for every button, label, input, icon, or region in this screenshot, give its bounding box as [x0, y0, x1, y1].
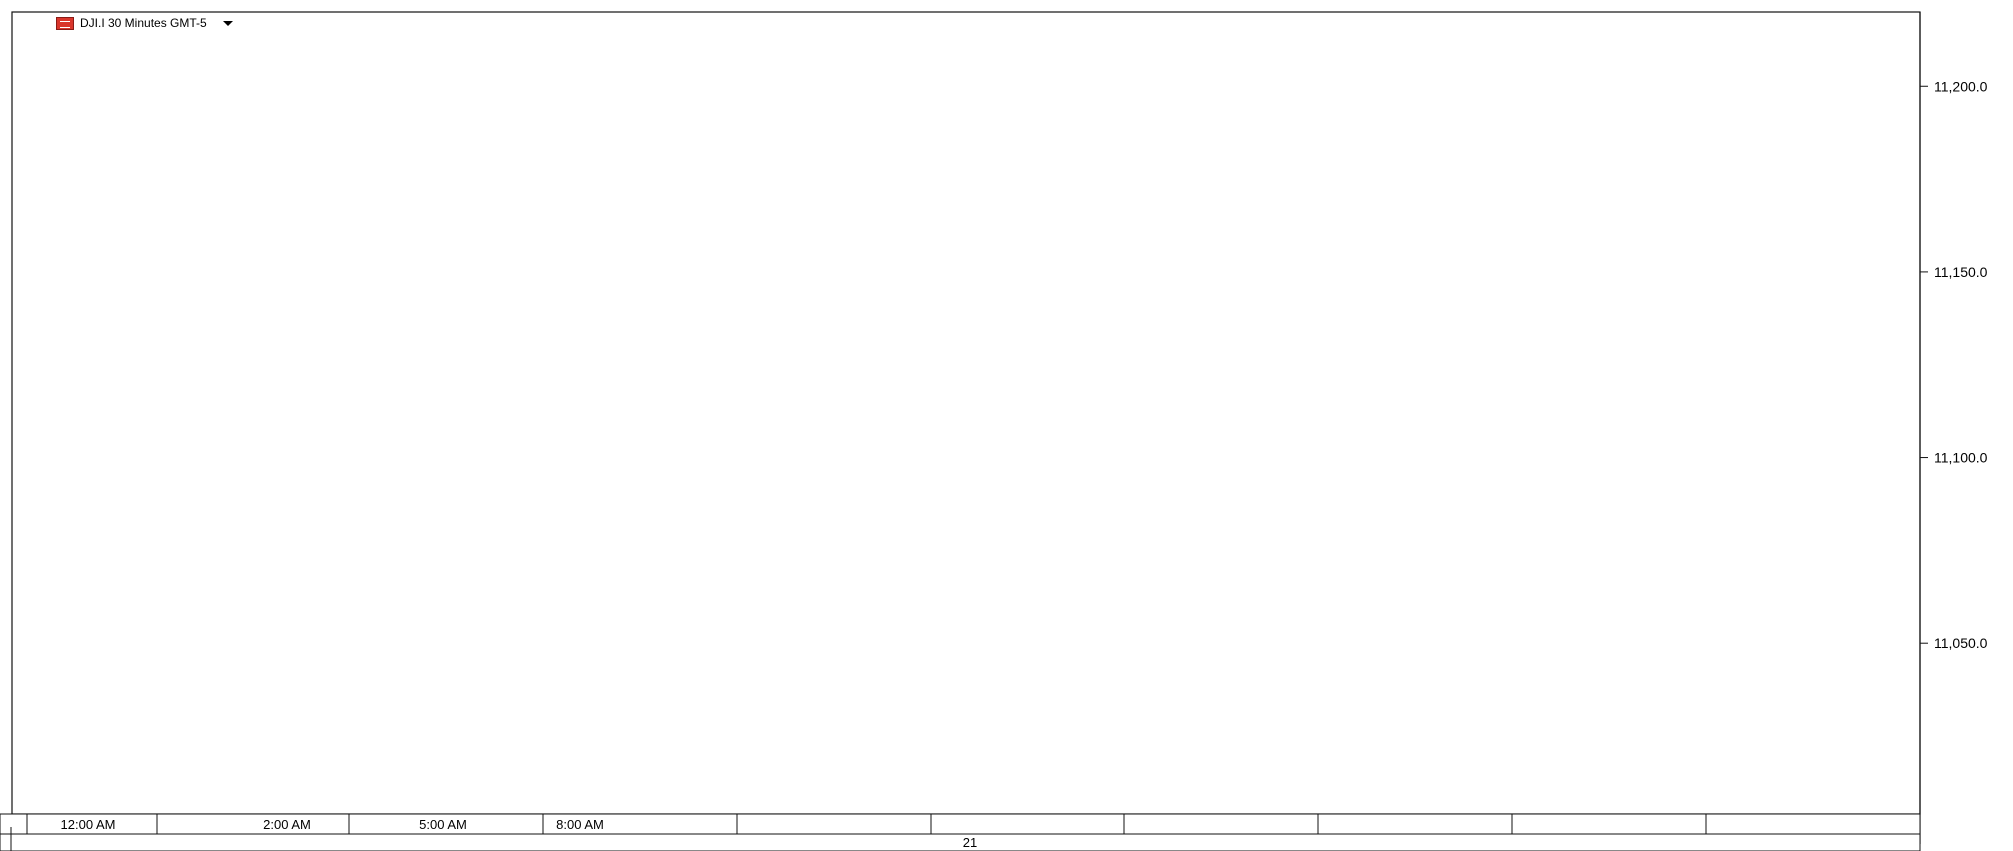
x-axis-tick-label: 12:00 AM [61, 817, 116, 832]
x-axis-tick-label: 8:00 AM [556, 817, 604, 832]
chevron-down-icon[interactable] [222, 20, 233, 26]
plot-area [11, 11, 1921, 815]
chart-icon [56, 16, 74, 30]
x-axis-tick-label: 2:00 AM [263, 817, 311, 832]
y-axis-tick-label: 11,150.0 [1934, 264, 1988, 280]
x-axis-date-label: 21 [963, 835, 977, 850]
y-axis-tick-label: 11,050.0 [1934, 635, 1988, 651]
y-axis-tick-label: 11,100.0 [1934, 450, 1988, 466]
x-axis-tick-label: 5:00 AM [419, 817, 467, 832]
chart-title-text: DJI.I 30 Minutes GMT-5 [80, 16, 207, 30]
x-axis-band [0, 813, 1921, 851]
y-axis-tick-label: 11,200.0 [1934, 78, 1988, 94]
chart-title: DJI.I 30 Minutes GMT-5 [56, 14, 239, 32]
